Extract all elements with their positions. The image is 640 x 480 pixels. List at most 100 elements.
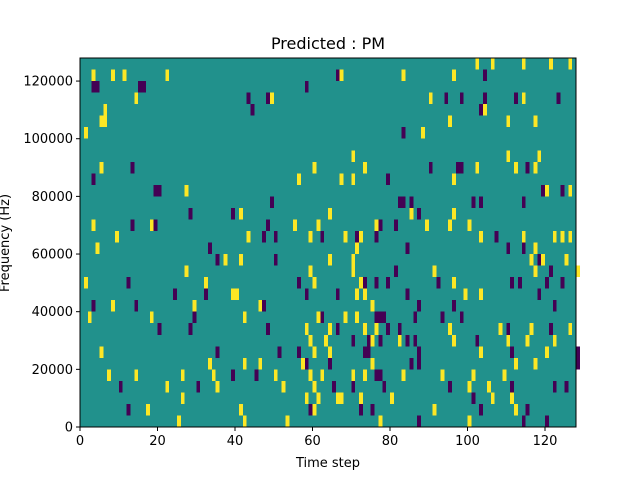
heatmap-cell-low	[153, 184, 158, 197]
heatmap-cell-high	[362, 161, 367, 174]
heatmap-cell-high	[328, 346, 332, 358]
heatmap-cell-high	[471, 369, 476, 381]
heatmap-cell-low	[471, 392, 476, 404]
heatmap-cell-low	[459, 311, 464, 324]
heatmap-cell-low	[506, 323, 511, 335]
heatmap-cell-high	[312, 161, 317, 174]
heatmap-cell-high	[304, 392, 309, 404]
heatmap-cell-high	[316, 219, 321, 231]
heatmap-cell-low	[266, 219, 270, 231]
heatmap-cell-high	[521, 92, 526, 105]
heatmap-cell-high	[312, 403, 317, 416]
heatmap-cell-high	[246, 230, 251, 243]
heatmap-cell-low	[335, 323, 340, 335]
heatmap-cell-high	[339, 173, 344, 185]
heatmap-cell-low	[378, 311, 383, 324]
heatmap-cell-low	[537, 254, 542, 266]
heatmap-cell-high	[560, 230, 565, 243]
heatmap-cell-low	[382, 380, 387, 393]
heatmap-cell-low	[521, 196, 526, 208]
heatmap-cell-low	[393, 265, 398, 278]
heatmap-cell-low	[266, 92, 270, 105]
heatmap-cell-low	[126, 403, 131, 416]
heatmap-cell-low	[378, 334, 383, 347]
heatmap-cell-low	[262, 230, 266, 243]
y-tick-label: 40000	[32, 305, 73, 320]
heatmap-cell-high	[343, 230, 348, 243]
heatmap-cell-low	[246, 92, 251, 105]
heatmap-cell-high	[149, 219, 154, 231]
heatmap-cell-high	[316, 311, 321, 324]
heatmap-cell-low	[483, 92, 487, 105]
heatmap-cell-low	[537, 288, 542, 301]
heatmap-cell-low	[517, 277, 522, 289]
heatmap-cell-high	[514, 161, 518, 174]
heatmap-cell-low	[386, 323, 390, 335]
x-tick-label: 80	[382, 434, 399, 449]
heatmap-cell-high	[300, 357, 305, 370]
heatmap-cell-high	[529, 323, 534, 335]
y-tick-label: 100000	[23, 132, 73, 147]
heatmap-cell-high	[467, 219, 472, 231]
x-tick-label: 100	[455, 434, 480, 449]
heatmap-cell-low	[118, 380, 123, 393]
heatmap-cell-low	[378, 369, 383, 381]
heatmap-cell-high	[374, 323, 379, 335]
heatmap-cell-high	[432, 403, 437, 416]
heatmap-cell-high	[514, 403, 518, 416]
heatmap-cell-low	[471, 196, 476, 208]
heatmap-cell-high	[448, 323, 452, 335]
heatmap-cell-low	[510, 277, 514, 289]
heatmap-cell-low	[130, 161, 135, 174]
heatmap-cell-low	[366, 346, 371, 358]
heatmap-cell-high	[215, 380, 220, 393]
heatmap-cell-low	[188, 207, 193, 220]
heatmap-cell-low	[405, 334, 410, 347]
heatmap-cell-high	[475, 161, 480, 174]
heatmap-cell-low	[552, 380, 557, 393]
heatmap-cell-low	[304, 288, 309, 301]
heatmap-cell-high	[107, 369, 111, 381]
heatmap-cell-low	[304, 357, 309, 370]
heatmap-cell-high	[180, 392, 185, 404]
heatmap-cell-low	[362, 277, 367, 289]
heatmap-cell-high	[134, 92, 139, 105]
heatmap-cell-high	[479, 346, 483, 358]
heatmap-cell-high	[552, 230, 557, 243]
heatmap-cell-high	[548, 58, 553, 70]
heatmap-cell-high	[355, 288, 359, 301]
heatmap-cell-high	[359, 277, 363, 289]
heatmap-cell-high	[312, 380, 317, 393]
heatmap-cell-high	[114, 230, 119, 243]
heatmap-cell-low	[262, 300, 266, 312]
heatmap-cell-high	[343, 311, 348, 324]
heatmap-cell-high	[339, 392, 344, 404]
heatmap-cell-low	[397, 323, 402, 335]
heatmap-cell-high	[145, 403, 150, 416]
heatmap-cell-low	[374, 277, 379, 289]
heatmap-cell-high	[285, 415, 290, 427]
heatmap-cell-high	[242, 357, 247, 370]
x-axis-ticks: 0 20 40 60 80 100 120	[76, 427, 557, 449]
heatmap-cell-high	[281, 380, 286, 393]
heatmap-cell-high	[324, 334, 328, 347]
heatmap-cell-low	[215, 254, 220, 266]
heatmap-cell-low	[266, 323, 270, 335]
heatmap-cell-low	[541, 184, 545, 197]
heatmap-cell-high	[308, 265, 313, 278]
heatmap-cell-high	[312, 277, 317, 289]
heatmap-cell-high	[99, 161, 104, 174]
heatmap-cell-low	[374, 230, 379, 243]
heatmap-cell-high	[521, 58, 526, 70]
y-tick-label: 80000	[32, 190, 73, 205]
x-axis-label: Time step	[295, 456, 360, 471]
heatmap-cell-low	[215, 346, 220, 358]
heatmap-cell-low	[328, 357, 332, 370]
heatmap-cell-high	[99, 346, 104, 358]
heatmap-cell-low	[95, 81, 100, 93]
heatmap-cell-high	[421, 127, 425, 139]
heatmap-cell-high	[320, 369, 325, 381]
heatmap-cell-low	[552, 300, 557, 312]
heatmap-cell-low	[378, 219, 383, 231]
heatmap-cell-low	[331, 380, 336, 393]
